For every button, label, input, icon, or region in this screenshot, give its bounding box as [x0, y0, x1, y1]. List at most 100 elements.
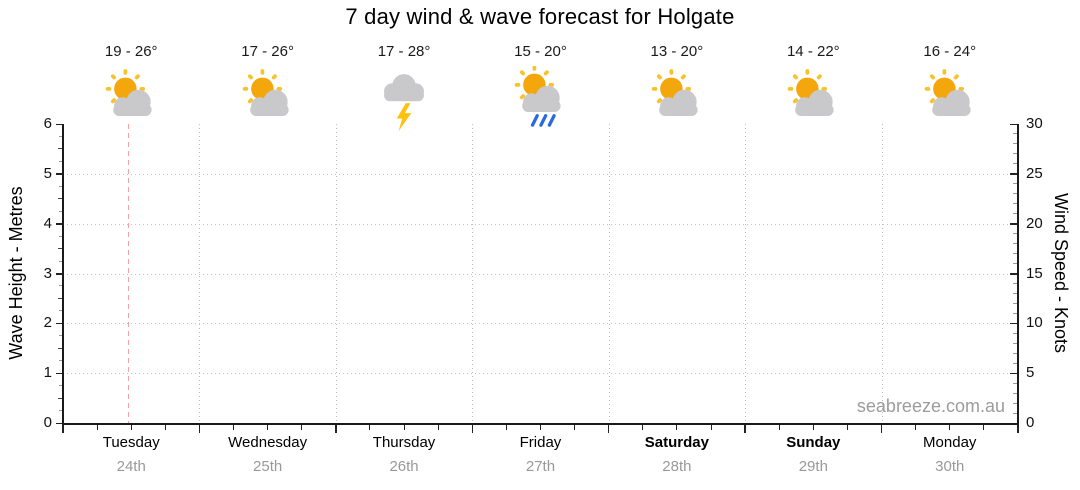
right-axis-minor-tick — [1013, 253, 1018, 255]
right-axis-minor-tick — [1013, 362, 1018, 364]
weather-icon — [882, 64, 1018, 130]
x-axis-minor-tick — [778, 425, 780, 430]
left-axis-major-tick — [56, 422, 63, 424]
right-axis-minor-tick — [1013, 342, 1018, 344]
x-axis-minor-tick — [233, 425, 235, 430]
right-axis-minor-tick — [1013, 282, 1018, 284]
wave-height-tick-label: 6 — [43, 115, 52, 132]
x-axis-major-tick — [198, 425, 201, 433]
wave-height-tick-label: 0 — [43, 414, 52, 431]
left-axis-minor-tick — [59, 385, 63, 387]
right-axis-minor-tick — [1013, 302, 1018, 304]
icons-row — [63, 64, 1018, 132]
x-axis-minor-tick — [574, 425, 576, 430]
left-axis-major-tick — [56, 123, 63, 125]
right-axis-minor-tick — [1013, 382, 1018, 384]
right-axis-minor-tick — [1013, 263, 1018, 265]
wind-speed-tick-label: 20 — [1026, 214, 1043, 232]
right-axis-minor-tick — [1013, 332, 1018, 334]
weather-icon — [609, 64, 745, 130]
right-axis-major-tick — [1010, 322, 1018, 325]
temp-range-label: 17 - 28° — [377, 43, 431, 60]
temp-range-label: 17 - 26° — [241, 43, 294, 60]
x-axis-minor-tick — [949, 425, 951, 430]
h-gridline — [63, 273, 1018, 275]
x-axis-major-tick — [1017, 425, 1019, 433]
x-axis-major-tick — [335, 425, 337, 433]
partly-cloudy-icon — [788, 69, 834, 116]
day-name-label: Friday — [519, 434, 562, 451]
temp-range-label: 14 - 22° — [786, 43, 840, 60]
x-axis-minor-tick — [710, 425, 712, 430]
day-date-label: 30th — [935, 458, 965, 475]
left-axis-minor-tick — [59, 260, 63, 262]
left-axis-minor-tick — [58, 397, 63, 399]
watermark: seabreeze.com.au — [856, 396, 1005, 416]
x-axis-spine — [62, 423, 1019, 425]
weather-icon — [745, 64, 881, 130]
day-name-label: Monday — [923, 434, 977, 451]
day-boundary-gridline — [335, 124, 337, 423]
weather-icon — [63, 64, 199, 130]
wave-height-tick-label: 3 — [43, 264, 52, 282]
h-gridline — [63, 323, 1018, 325]
weather-icon — [472, 64, 608, 130]
right-axis-major-tick — [1010, 372, 1018, 375]
day-boundary-gridline — [608, 124, 610, 423]
x-axis-minor-tick — [846, 425, 848, 430]
right-axis-minor-tick — [1013, 153, 1018, 155]
day-date-label: 29th — [798, 458, 828, 475]
day-date-label: 24th — [116, 458, 146, 475]
left-axis-minor-tick — [59, 135, 63, 137]
partly-cloudy-icon — [924, 69, 971, 116]
left-axis-minor-tick — [58, 198, 63, 200]
x-axis-minor-tick — [642, 425, 644, 430]
day-name-label: Wednesday — [228, 434, 308, 451]
wind-speed-tick-label: 10 — [1026, 314, 1043, 332]
day-boundary-gridline — [472, 124, 474, 423]
left-axis-minor-tick — [58, 297, 63, 299]
x-axis-minor-tick — [540, 425, 541, 430]
right-axis-major-tick — [1010, 123, 1018, 125]
weather-icon — [336, 64, 472, 132]
day-date-label: 25th — [253, 458, 283, 475]
left-axis-minor-tick — [58, 148, 63, 150]
x-axis-major-tick — [744, 425, 746, 433]
current-time-line — [128, 124, 130, 423]
wave-height-tick-label: 1 — [43, 364, 52, 382]
right-axis-spine — [1017, 124, 1019, 424]
partly-cloudy-icon — [651, 69, 698, 116]
right-axis-minor-tick — [1013, 352, 1018, 354]
day-date-label: 27th — [525, 458, 556, 475]
x-axis-minor-tick — [983, 425, 985, 430]
left-axis-minor-tick — [59, 310, 63, 312]
temp-range-label: 13 - 20° — [650, 43, 704, 60]
right-axis-minor-tick — [1013, 233, 1018, 235]
right-axis-minor-tick — [1013, 392, 1018, 394]
right-axis-minor-tick — [1013, 402, 1018, 404]
right-axis-minor-tick — [1013, 213, 1018, 215]
temp-range-label: 19 - 26° — [104, 43, 158, 60]
left-axis-major-tick — [56, 273, 63, 275]
day-name-label: Sunday — [786, 434, 841, 451]
x-axis-minor-tick — [164, 425, 166, 430]
wave-height-tick-label: 4 — [43, 214, 52, 232]
temp-range-label: 15 - 20° — [514, 43, 567, 60]
x-axis-minor-tick — [301, 425, 303, 430]
wave-height-tick-label: 5 — [43, 164, 52, 182]
right-axis-minor-tick — [1013, 412, 1018, 414]
left-axis-title: Wave Height - Metres — [6, 186, 26, 360]
x-axis-minor-tick — [812, 425, 814, 430]
x-axis-minor-tick — [369, 425, 371, 430]
left-axis-minor-tick — [59, 185, 63, 187]
wind-speed-tick-label: 30 — [1026, 115, 1043, 132]
weather-icon — [199, 64, 335, 130]
day-boundary-gridline — [199, 124, 201, 423]
left-axis-major-tick — [56, 372, 63, 375]
left-axis-major-tick — [56, 322, 63, 325]
x-axis-major-tick — [880, 425, 883, 433]
partly-cloudy-icon — [242, 69, 289, 116]
day-date-label: 28th — [662, 458, 692, 475]
wind-speed-tick-label: 0 — [1026, 414, 1035, 431]
